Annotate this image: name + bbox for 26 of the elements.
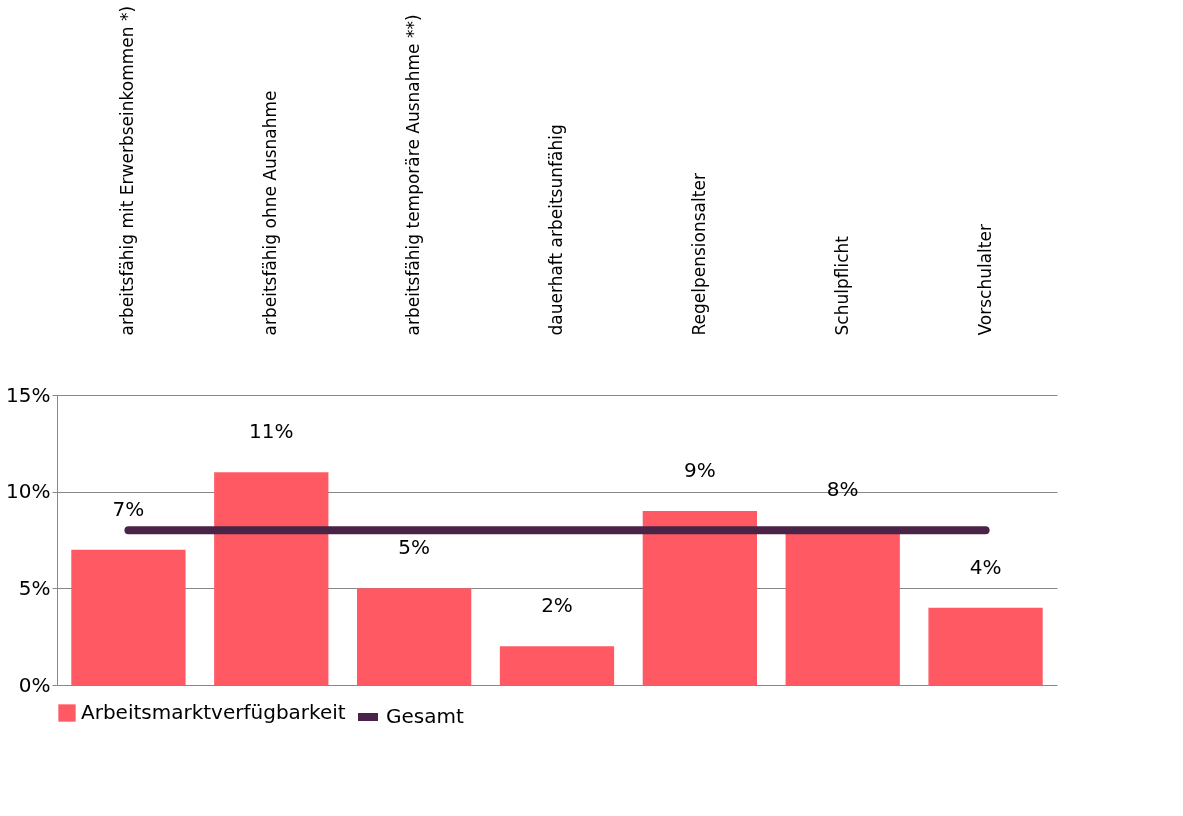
x-tick-label: Vorschulalter bbox=[974, 224, 995, 336]
bar bbox=[499, 646, 615, 685]
x-tick-label: dauerhaft arbeitsunfähig bbox=[546, 124, 566, 336]
bar bbox=[928, 607, 1043, 685]
data-label: 11% bbox=[249, 419, 294, 444]
bar bbox=[357, 588, 472, 685]
data-label: 8% bbox=[826, 477, 859, 502]
x-tick-label: Schulpflicht bbox=[831, 235, 852, 336]
legend-label: Arbeitsmarktverfügbarkeit bbox=[81, 700, 346, 724]
data-label: 9% bbox=[683, 458, 716, 482]
x-tick-label: arbeitsfähig temporäre Ausnahme **) bbox=[403, 14, 424, 336]
x-tick-label: arbeitsfähig mit Erwerbseinkommen *) bbox=[117, 5, 138, 336]
y-tick-label: 5% bbox=[18, 575, 51, 600]
data-label: 7% bbox=[112, 496, 145, 521]
bar bbox=[642, 511, 757, 685]
data-label: 2% bbox=[541, 593, 573, 618]
data-label: 5% bbox=[398, 535, 431, 560]
legend-label: Gesamt bbox=[386, 704, 464, 728]
y-tick-label: 10% bbox=[6, 479, 51, 504]
y-tick-label: 15% bbox=[6, 382, 51, 407]
x-tick-label: Regelpensionsalter bbox=[688, 173, 709, 336]
x-tick-label: arbeitsfähig ohne Ausnahme bbox=[260, 90, 281, 336]
y-tick-label: 0% bbox=[18, 672, 51, 697]
bar bbox=[214, 472, 329, 685]
data-label: 4% bbox=[969, 554, 1002, 579]
bar bbox=[71, 549, 186, 685]
